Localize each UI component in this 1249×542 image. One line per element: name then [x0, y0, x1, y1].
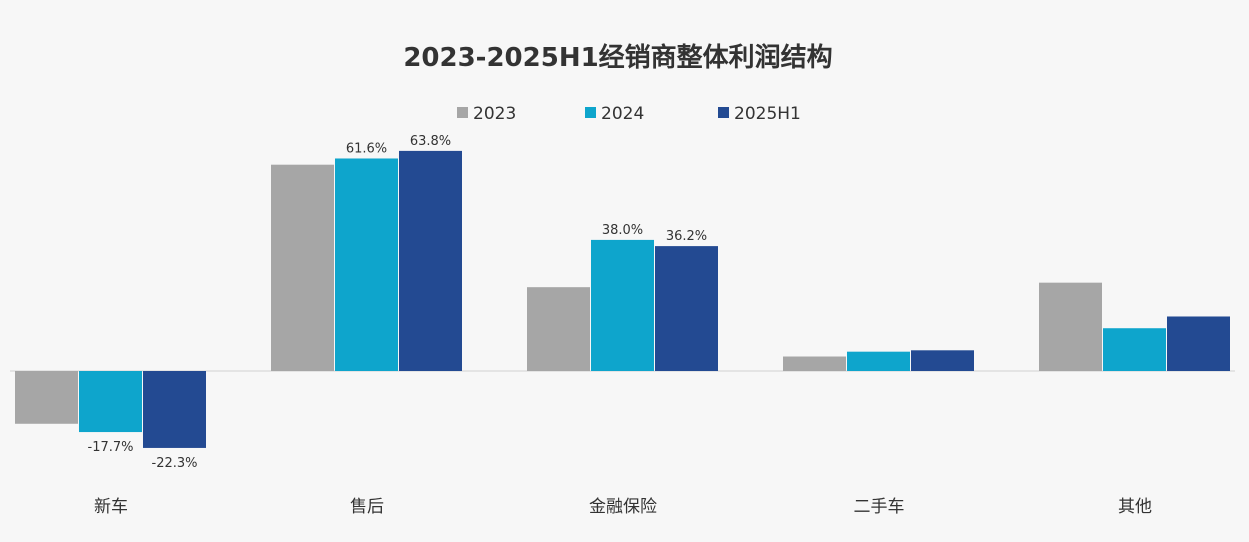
data-labels-group: -17.7% -22.3% 61.6% 63.8% 38.0% 36.2%: [88, 134, 708, 471]
bar-2-2: [655, 246, 718, 371]
category-label-1: 售后: [350, 497, 384, 517]
legend-swatch-0: [457, 107, 468, 118]
bar-0-2: [143, 371, 206, 448]
data-label-0: -17.7%: [88, 440, 134, 455]
bar-3-2: [911, 350, 974, 371]
data-label-5: 36.2%: [666, 229, 707, 244]
legend-swatch-2: [718, 107, 729, 118]
category-label-0: 新车: [94, 497, 128, 517]
data-label-3: 63.8%: [410, 134, 451, 149]
bar-0-1: [79, 371, 142, 433]
bar-2-0: [527, 287, 590, 371]
bar-3-0: [783, 356, 846, 371]
legend-label-2: 2025H1: [734, 104, 801, 124]
bar-1-1: [335, 158, 398, 371]
bar-1-0: [271, 164, 334, 371]
legend-label-0: 2023: [473, 104, 516, 124]
bar-1-2: [399, 150, 462, 371]
data-label-4: 38.0%: [602, 223, 643, 238]
data-label-1: -22.3%: [152, 456, 198, 471]
bar-3-1: [847, 351, 910, 371]
bar-4-1: [1103, 328, 1166, 371]
bars-group: [15, 150, 1230, 448]
bar-4-0: [1039, 282, 1102, 371]
category-label-3: 二手车: [854, 497, 905, 517]
bar-2-1: [591, 239, 654, 371]
legend: 2023 2024 2025H1: [457, 104, 801, 124]
legend-swatch-1: [585, 107, 596, 118]
category-axis: 新车 售后 金融保险 二手车 其他: [94, 497, 1152, 517]
legend-label-1: 2024: [601, 104, 644, 124]
data-label-2: 61.6%: [346, 141, 387, 156]
chart-title: 2023-2025H1经销商整体利润结构: [403, 42, 832, 73]
category-label-4: 其他: [1118, 497, 1152, 517]
category-label-2: 金融保险: [589, 497, 657, 517]
bar-4-2: [1167, 316, 1230, 371]
bar-0-0: [15, 371, 78, 424]
